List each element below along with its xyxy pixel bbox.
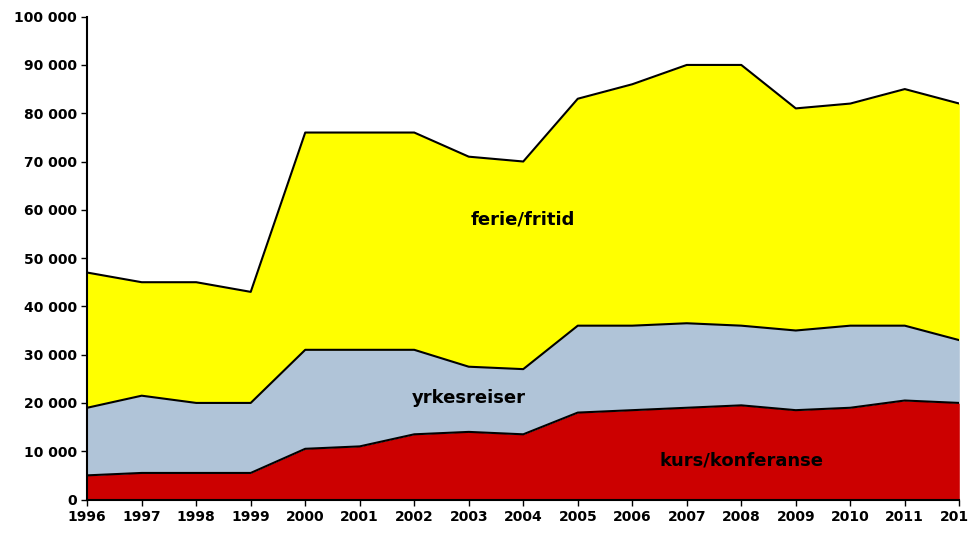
Text: yrkesreiser: yrkesreiser (412, 389, 526, 407)
Text: ferie/fritid: ferie/fritid (471, 210, 576, 229)
Text: kurs/konferanse: kurs/konferanse (659, 452, 824, 470)
